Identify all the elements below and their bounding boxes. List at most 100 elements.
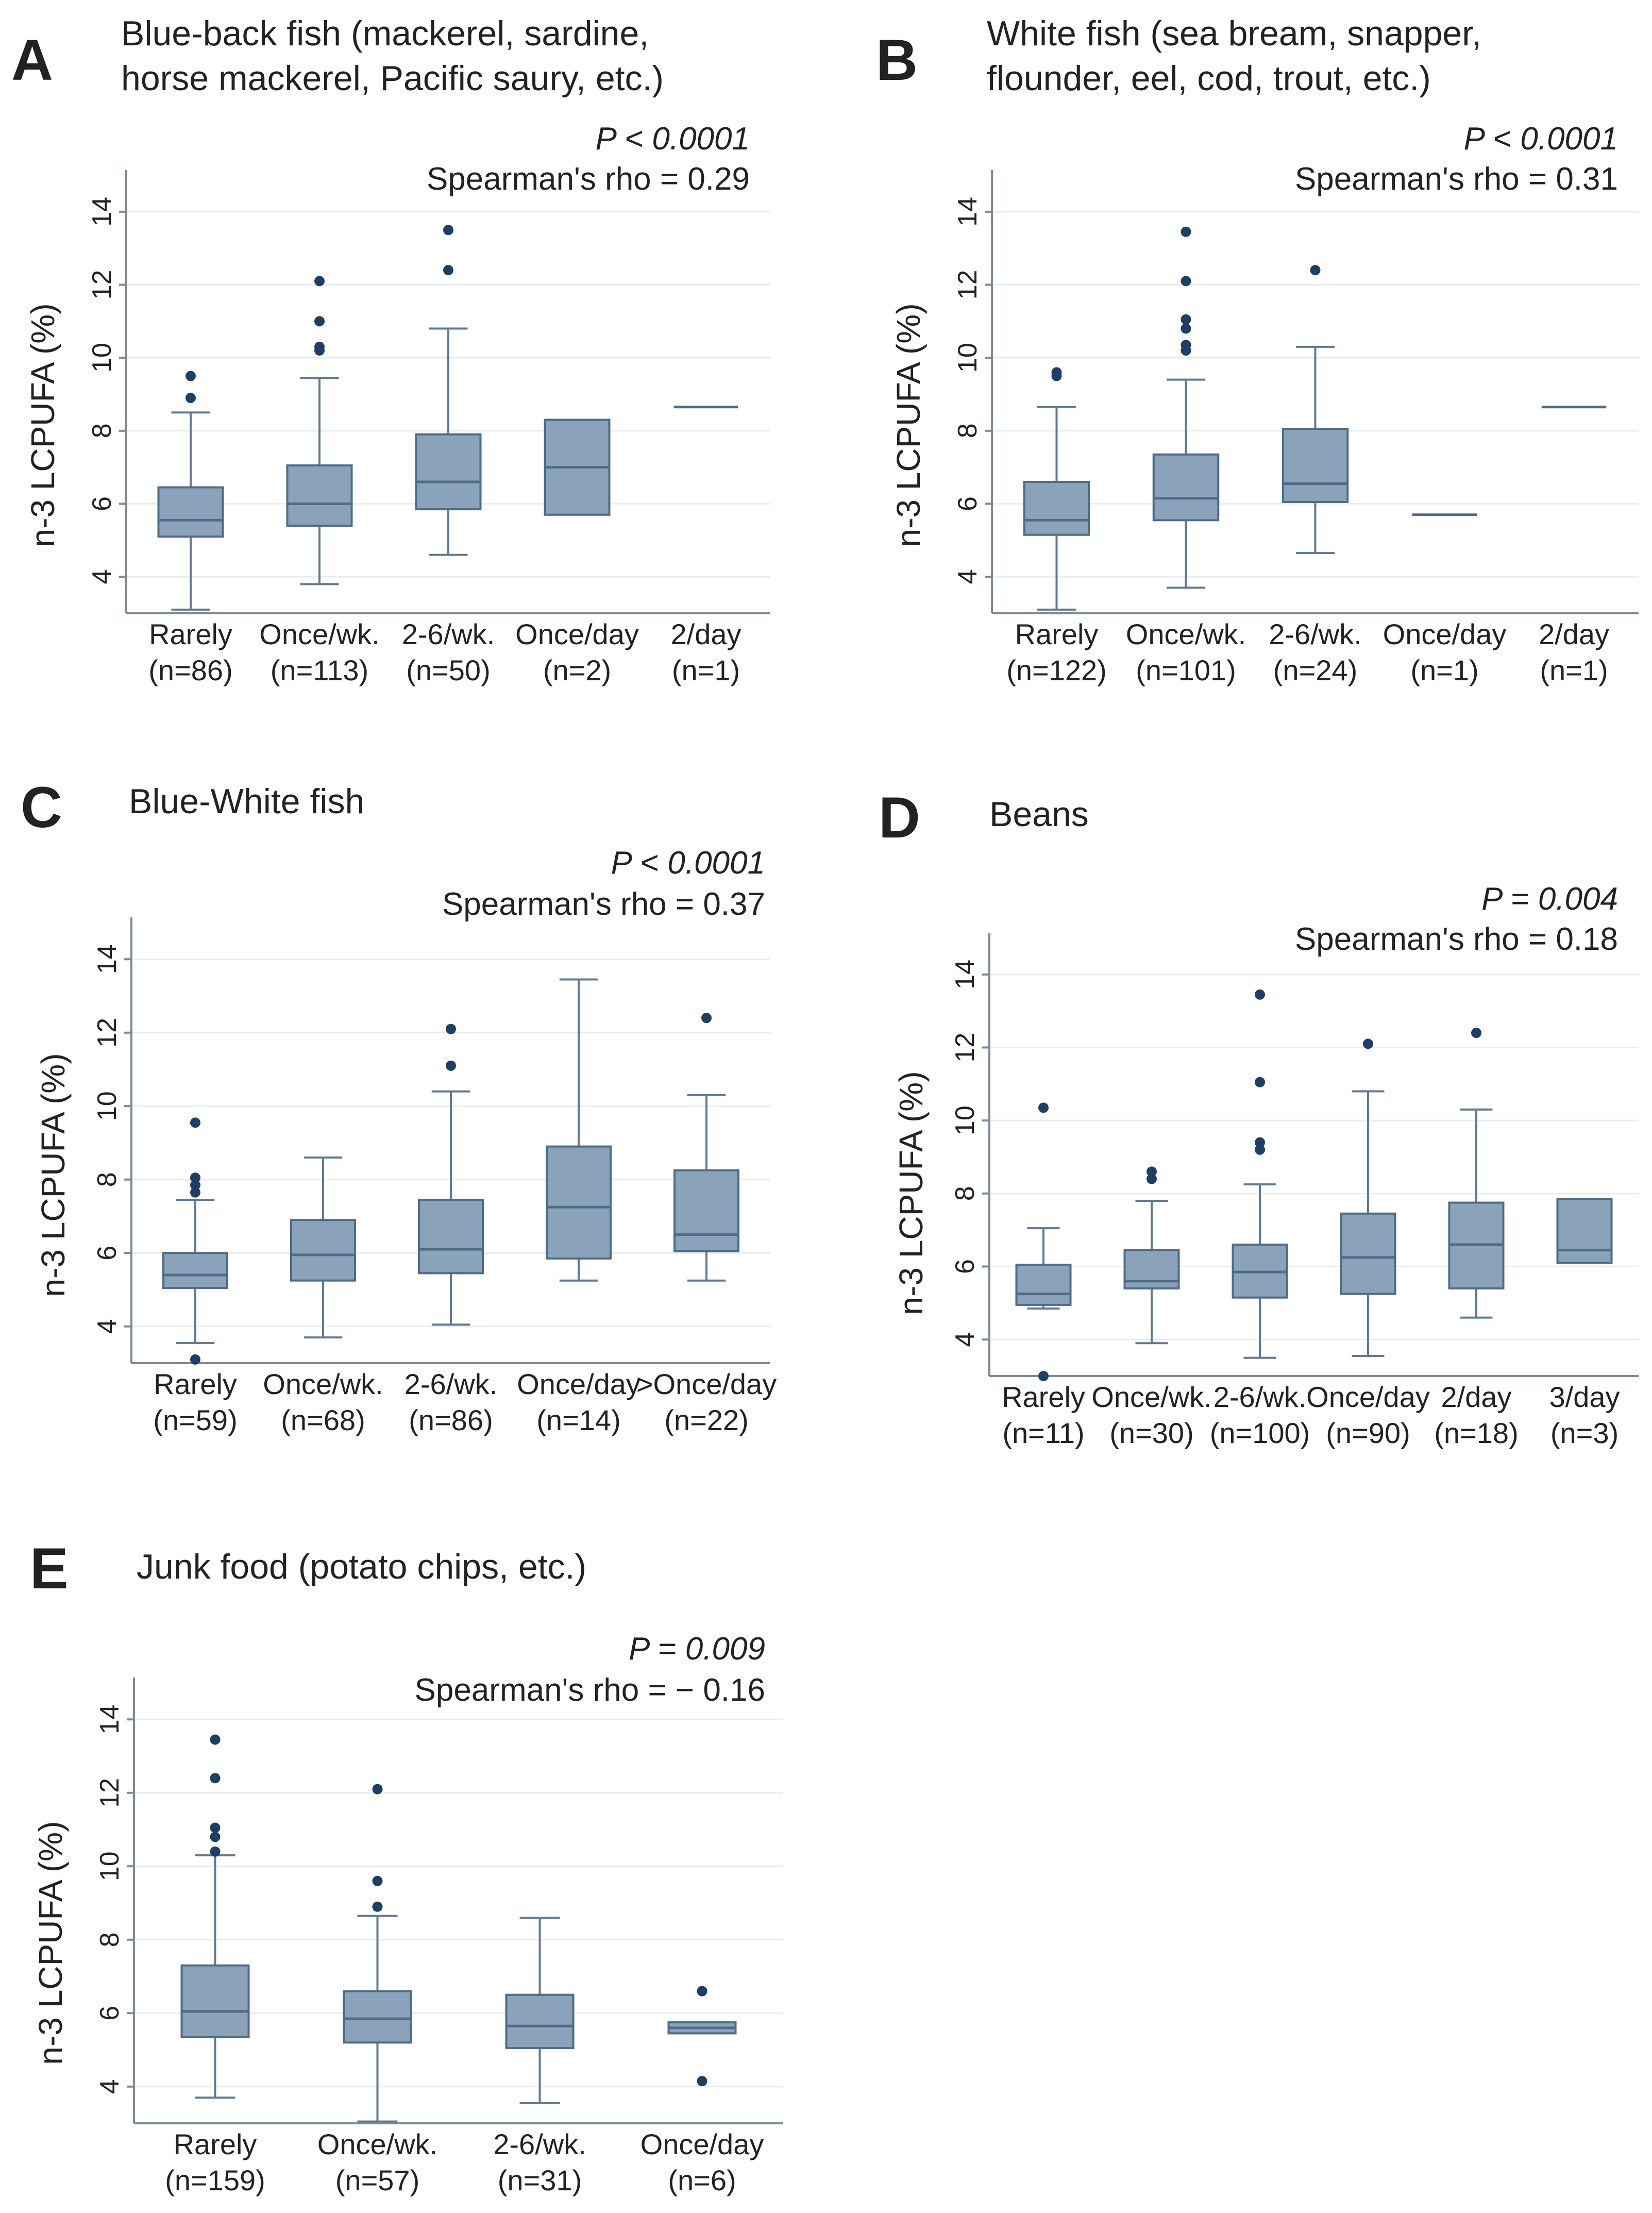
panel-a-title-line-1: Blue-back fish (mackerel, sardine,	[121, 14, 649, 53]
outlier-point	[701, 1013, 712, 1024]
panel-d-y-tick-label: 10	[950, 1105, 980, 1135]
outlier-point	[443, 225, 453, 236]
panel-c-y-tick-label: 8	[92, 1172, 122, 1187]
panel-a-y-tick-label: 6	[87, 496, 117, 511]
panel-c-category-n: (n=59)	[153, 1404, 237, 1436]
panel-c-y-axis-title: n-3 LCPUFA (%)	[35, 1053, 72, 1297]
outlier-point	[1181, 314, 1191, 325]
panel-c-box-2	[290, 1156, 356, 1339]
panel-c-spearman-rho: Spearman's rho = 0.37	[442, 886, 765, 922]
panel-c-category-n: (n=22)	[664, 1404, 748, 1436]
panel-e-y-tick-label: 12	[95, 1778, 125, 1808]
panel-e-title: Junk food (potato chips, etc.)	[137, 1547, 586, 1586]
panel-d-y-tick-label: 12	[950, 1033, 980, 1063]
panel-d-category-n: (n=18)	[1434, 1417, 1518, 1449]
panel-c-y-tick-label: 12	[92, 1018, 122, 1048]
outlier-point	[1038, 1371, 1049, 1381]
iqr-box	[415, 433, 482, 511]
panel-c-category-n: (n=86)	[409, 1404, 493, 1436]
iqr-box	[343, 1990, 412, 2044]
iqr-box	[157, 486, 224, 538]
outlier-point	[1255, 989, 1265, 1000]
panel-a-category-label: Rarely	[149, 618, 232, 650]
outlier-point	[372, 1901, 383, 1912]
panel-d-p-value: P = 0.004	[1481, 881, 1618, 917]
panel-d-y-tick-label: 6	[950, 1259, 980, 1274]
panel-e-category-label: 2-6/wk.	[493, 2128, 586, 2160]
panel-a-category-label: 2-6/wk.	[402, 618, 495, 650]
panel-d-box-6	[1556, 1198, 1613, 1264]
outlier-point	[190, 1187, 200, 1198]
panel-c-box-4	[546, 978, 612, 1282]
iqr-box	[1340, 1212, 1396, 1295]
panel-d-y-tick-label: 8	[950, 1186, 980, 1201]
panel-d-y-tick-label: 14	[950, 960, 980, 990]
panel-e-box-3	[505, 1917, 575, 2104]
panel-b-category-n: (n=24)	[1273, 654, 1357, 686]
panel-e-category-label: Rarely	[174, 2128, 257, 2160]
outlier-point	[1147, 1166, 1157, 1177]
panel-c-category-label: 2-6/wk.	[404, 1368, 498, 1400]
panel-a-box-2	[286, 276, 353, 585]
panel-e-y-tick-label: 4	[95, 2079, 125, 2094]
panel-c-y-tick-label: 10	[92, 1091, 122, 1121]
panel-a-spearman-rho: Spearman's rho = 0.29	[427, 161, 750, 197]
outlier-point	[372, 1784, 383, 1795]
panel-a: A Blue-back fish (mackerel, sardine, hor…	[11, 14, 770, 686]
outlier-point	[1255, 1077, 1265, 1087]
panel-b-y-tick-label: 4	[953, 569, 983, 584]
panel-b-y-tick-label: 10	[953, 343, 983, 373]
panel-a-y-tick-label: 10	[87, 343, 117, 373]
panel-b-category-n: (n=1)	[1410, 654, 1478, 686]
iqr-box	[546, 1145, 612, 1260]
panel-d-category-label: 3/day	[1549, 1381, 1620, 1413]
outlier-point	[186, 371, 196, 381]
panel-c-category-n: (n=68)	[281, 1404, 365, 1436]
panel-a-category-n: (n=50)	[406, 654, 490, 686]
panel-b-y-tick-label: 12	[953, 270, 983, 300]
panel-b-letter: B	[876, 28, 918, 92]
panel-a-title-line-2: horse mackerel, Pacific saury, etc.)	[121, 59, 664, 98]
panel-d-box-3	[1232, 989, 1288, 1359]
panel-c-y-tick-label: 14	[92, 944, 122, 974]
panel-d-box-2	[1123, 1166, 1180, 1345]
panel-b-y-tick-label: 8	[953, 423, 983, 438]
panel-d-category-label: 2-6/wk.	[1213, 1381, 1307, 1413]
panel-b-category-label: Rarely	[1015, 618, 1099, 650]
panel-d-category-label: Rarely	[1002, 1381, 1085, 1413]
outlier-point	[210, 1822, 221, 1833]
panel-d-y-tick-label: 4	[950, 1332, 980, 1347]
panel-b-category-label: Once/day	[1383, 618, 1507, 650]
panel-d-box-5	[1448, 1028, 1505, 1319]
panel-d-title: Beans	[989, 795, 1089, 834]
outlier-point	[210, 1846, 221, 1857]
panel-e-plot-area: 4 6 8 10 12 14 Rarely (n=159) Once/wk. (n=57) 2-6/…	[95, 1678, 783, 2197]
outlier-point	[314, 341, 325, 352]
panel-a-box-4	[544, 418, 611, 516]
panel-b-p-value: P < 0.0001	[1464, 121, 1618, 157]
panel-b-category-n: (n=122)	[1006, 654, 1107, 686]
outlier-point	[1310, 265, 1321, 276]
panel-b-category-n: (n=101)	[1136, 654, 1236, 686]
panel-e-box-2	[343, 1784, 412, 2123]
panel-c-y-tick-label: 6	[92, 1246, 122, 1261]
panel-a-category-label: Once/wk.	[259, 618, 379, 650]
panel-b-title-line-1: White fish (sea bream, snapper,	[987, 14, 1481, 53]
panel-c-box-3	[418, 1024, 484, 1326]
panel-e-y-axis-title: n-3 LCPUFA (%)	[32, 1821, 69, 2065]
panel-b-category-label: 2-6/wk.	[1269, 618, 1362, 650]
panel-a-y-tick-label: 12	[87, 270, 117, 300]
outlier-point	[314, 316, 325, 327]
panel-b-title-line-2: flounder, eel, cod, trout, etc.)	[987, 59, 1431, 98]
panel-c-category-label: Once/wk.	[263, 1368, 383, 1400]
panel-c-box-5	[673, 1013, 739, 1282]
panel-e-box-4	[667, 1986, 737, 2087]
panel-e-spearman-rho: Spearman's rho = − 0.16	[415, 1672, 766, 1708]
panel-d-y-axis-title: n-3 LCPUFA (%)	[892, 1071, 930, 1315]
outlier-point	[186, 393, 196, 404]
panel-b-box-2	[1152, 226, 1220, 589]
panel-a-y-tick-label: 4	[87, 569, 117, 584]
outlier-point	[1471, 1028, 1481, 1038]
panel-e-category-n: (n=31)	[498, 2164, 582, 2197]
